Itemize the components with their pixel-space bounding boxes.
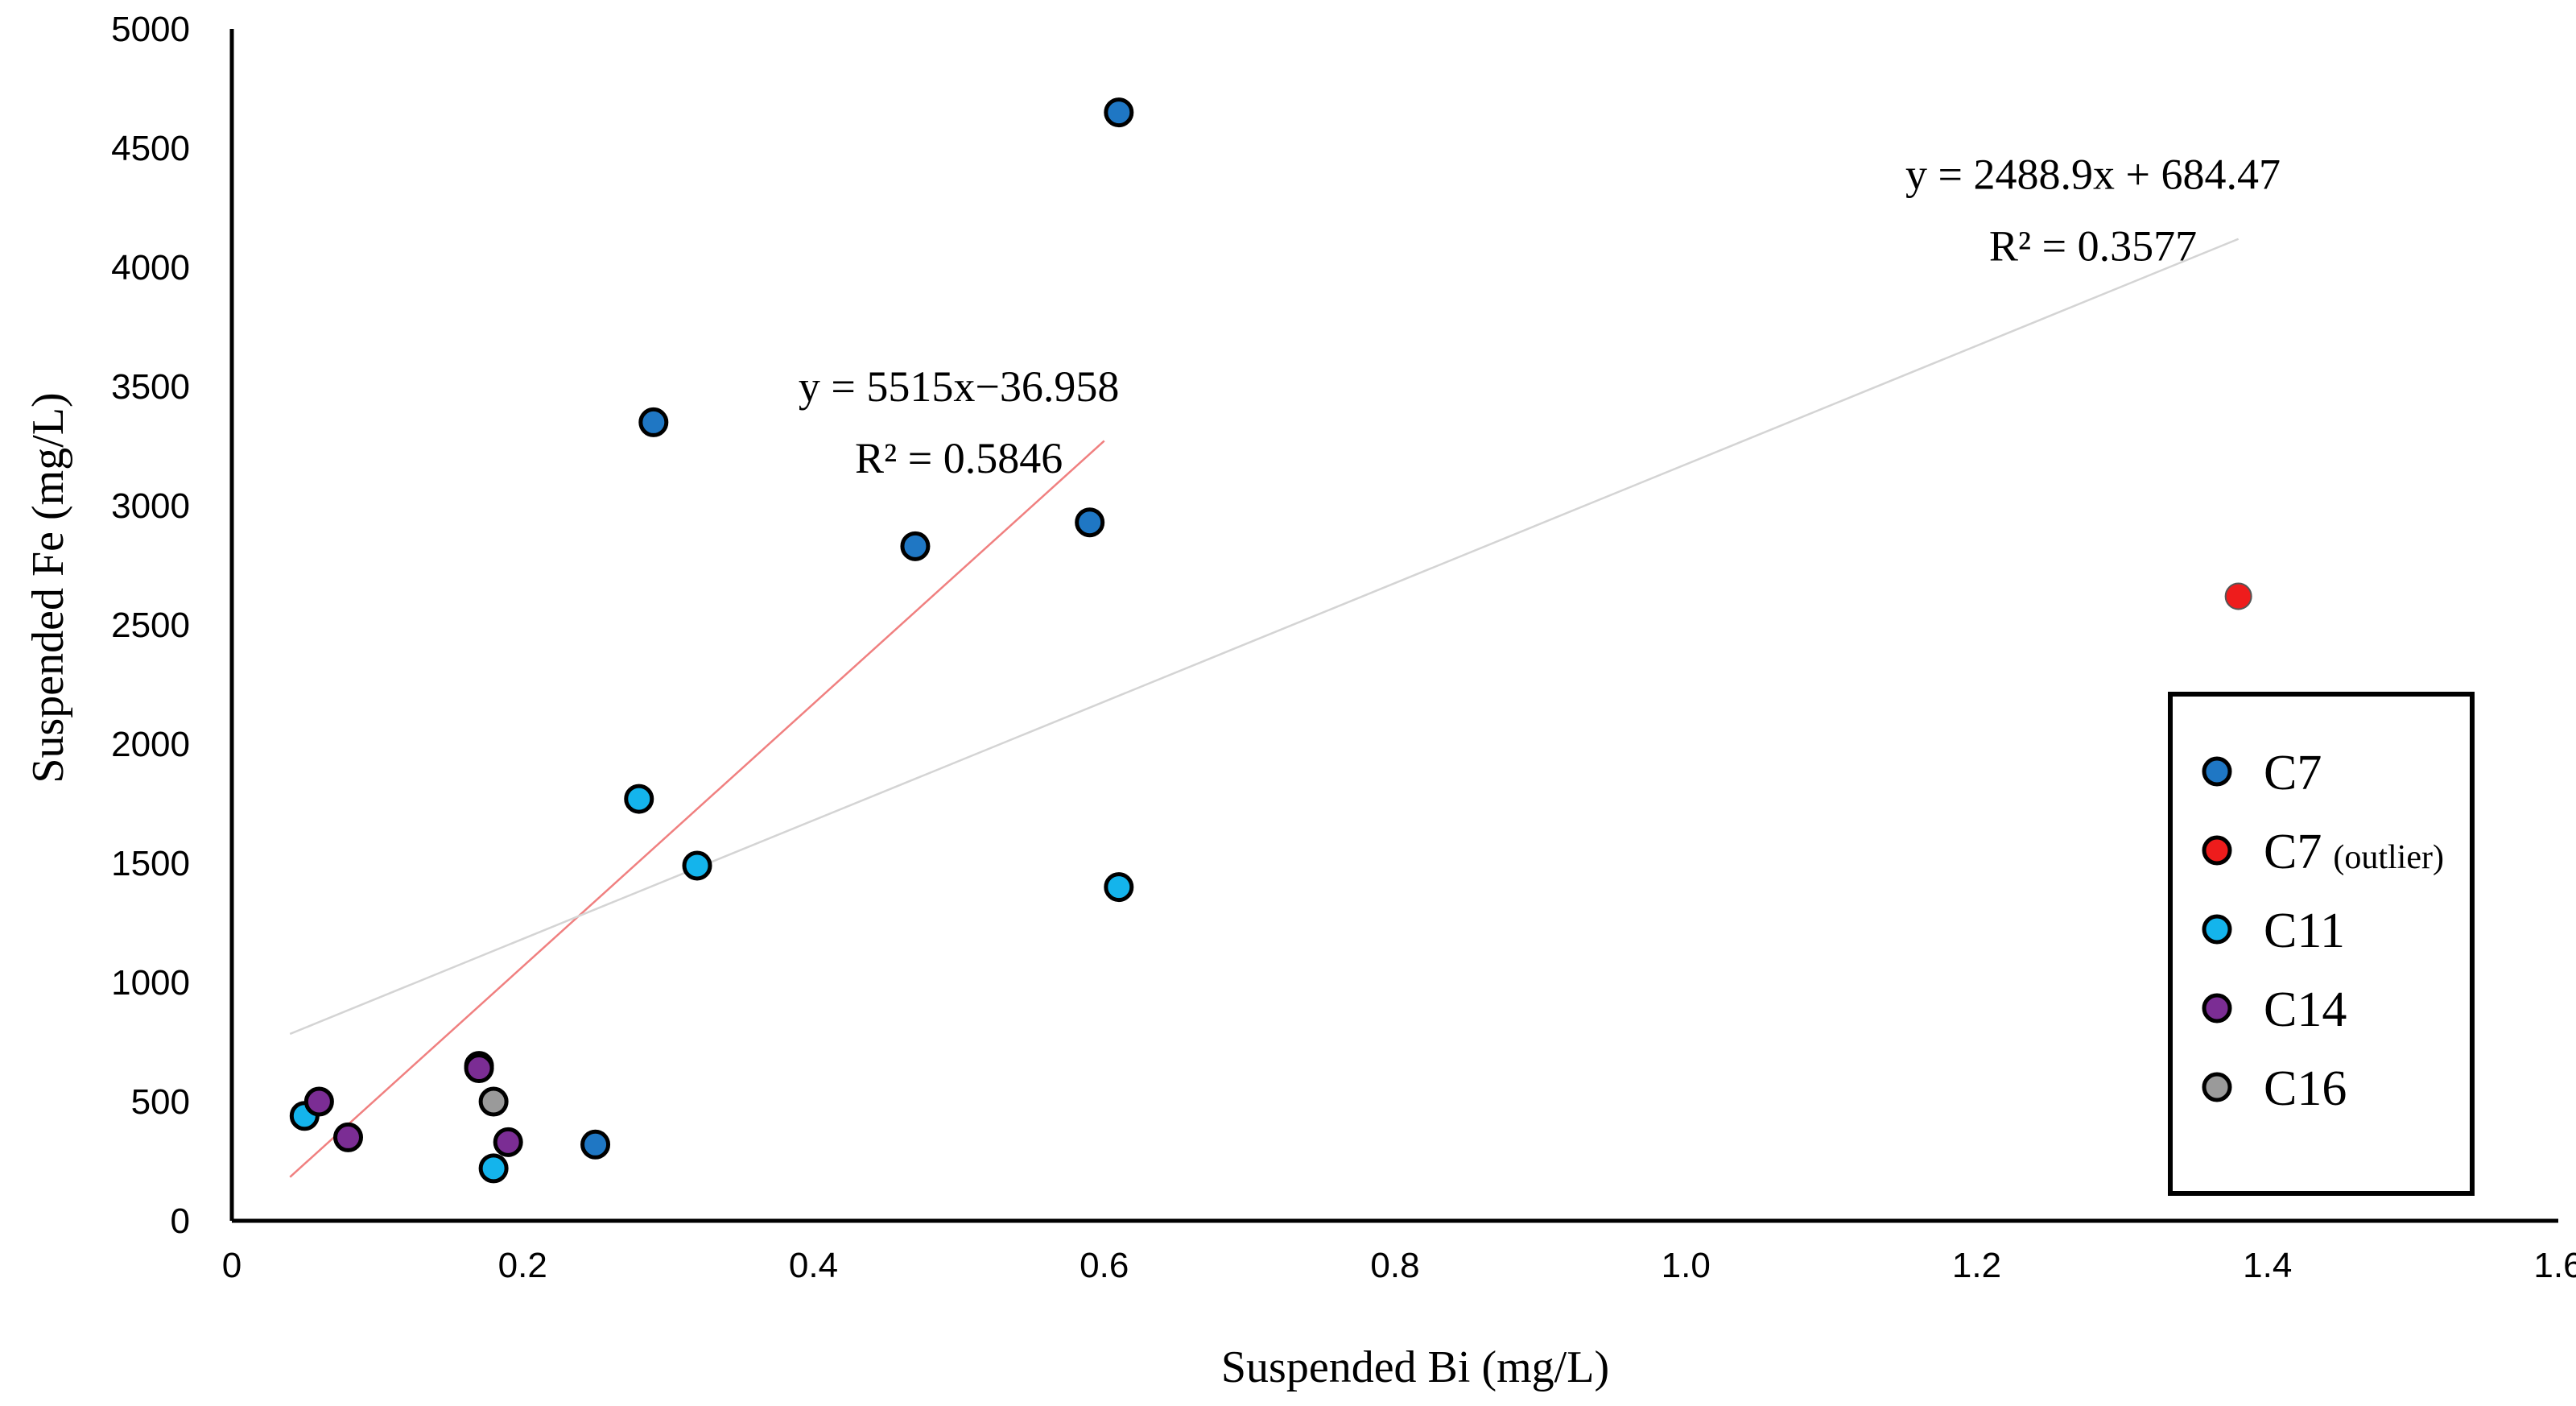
data-point-c11 [478,1153,509,1184]
legend-marker [2202,835,2232,866]
data-point-c7 [1075,507,1105,538]
trendline-r-squared: R² = 0.3577 [1989,221,2197,270]
y-tick-label: 500 [131,1082,190,1122]
legend-label: C14 [2264,982,2347,1037]
x-tick-label: 0.6 [1080,1246,1129,1285]
x-tick-label: 1.6 [2533,1246,2576,1285]
y-tick-label: 3000 [111,486,190,526]
data-point-c14 [303,1086,334,1117]
y-tick-label: 1000 [111,963,190,1003]
data-point-c14 [493,1127,523,1157]
data-point-c11 [1104,872,1134,903]
x-tick-label: 0.4 [789,1246,838,1285]
trendline-equations: y = 5515x−36.958 R² = 0.5846 y = 2488.9x +… [799,151,2281,482]
axes [229,29,2558,1223]
y-tick-label: 0 [171,1201,190,1241]
x-tick-label: 1.0 [1662,1246,1711,1285]
trendline-equation: y = 2488.9x + 684.47 [1905,151,2281,199]
y-tick-label: 2500 [111,606,190,645]
y-tick-label: 5000 [111,10,190,49]
trendline-2 [289,238,2240,1036]
y-tick-label: 4000 [111,248,190,287]
x-tick-label: 0 [222,1246,242,1285]
trendline-r-squared: R² = 0.5846 [855,434,1063,482]
x-tick-labels: 0 0.2 0.4 0.6 0.8 1.0 1.2 1.4 1.6 [222,1246,2576,1285]
y-tick-label: 1500 [111,844,190,883]
data-point-c7 [900,531,931,561]
legend-marker [2202,914,2232,945]
trendlines [289,238,2240,1178]
data-point-c16 [478,1086,509,1117]
legend-label-suffix: (outlier) [2333,839,2444,876]
legend-marker [2202,993,2232,1023]
legend-marker [2202,756,2232,787]
x-axis-title: Suspended Bi (mg/L) [1221,1342,1609,1392]
trendline-equation: y = 5515x−36.958 [799,362,1119,411]
data-point-c14 [464,1053,494,1084]
data-point-c7 [638,407,669,437]
data-point-c7 [580,1129,611,1160]
y-tick-label: 3500 [111,367,190,407]
data-point-c14 [333,1122,363,1152]
data-point-c7 [1104,97,1134,128]
legend-label: C11 [2264,904,2345,958]
legend-box [2168,692,2475,1196]
y-axis-title: Suspended Fe (mg/L) [23,392,73,783]
legend-marker [2202,1072,2232,1102]
x-tick-label: 0.8 [1370,1246,1419,1285]
y-tick-label: 4500 [111,129,190,168]
data-point-c7 [2224,582,2252,610]
trendline-1 [289,440,1105,1178]
data-point-c11 [624,784,654,814]
y-tick-labels: 0 500 1000 1500 2000 2500 3000 3500 4000 4500 5000 [111,10,190,1241]
x-tick-label: 0.2 [498,1246,547,1285]
legend-label: C7 [2264,746,2322,800]
y-tick-label: 2000 [111,725,190,764]
data-points [289,97,2252,1184]
x-tick-label: 1.4 [2243,1246,2292,1285]
legend-label: C16 [2264,1061,2347,1116]
data-point-c11 [682,850,712,881]
x-tick-label: 1.2 [1952,1246,2001,1285]
